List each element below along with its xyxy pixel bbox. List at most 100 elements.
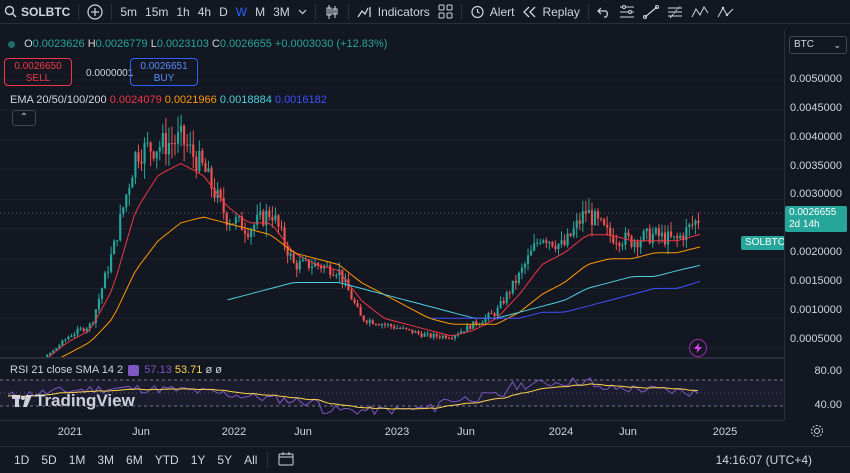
pane-separator[interactable] — [0, 357, 850, 359]
price-tick: 0.0005000 — [790, 333, 842, 345]
candles — [46, 114, 700, 357]
ema50-line — [60, 216, 701, 357]
range-1d[interactable]: 1D — [14, 453, 30, 467]
candle-body — [253, 224, 256, 230]
range-all[interactable]: All — [244, 453, 258, 467]
compare-button[interactable] — [83, 0, 107, 24]
candle-body — [523, 263, 527, 268]
candle-body — [213, 188, 216, 198]
settings-gear-icon[interactable] — [810, 424, 824, 441]
candle-body — [475, 321, 478, 325]
drawing-tool-4[interactable] — [713, 0, 739, 24]
interval-w[interactable]: W — [235, 4, 248, 19]
interval-d[interactable]: D — [219, 4, 228, 19]
symbol-search[interactable]: SOLBTC — [0, 0, 74, 24]
rsi-extra: ø ø — [205, 364, 222, 376]
candle-body — [335, 275, 338, 277]
drawing-tool-3[interactable] — [687, 0, 713, 24]
candle-body — [581, 211, 584, 224]
candle-body — [633, 241, 636, 247]
drawing-tool-2[interactable] — [663, 0, 687, 24]
divider — [111, 3, 113, 20]
candle-body — [186, 144, 189, 146]
candle-body — [554, 246, 557, 250]
time-tick: 2024 — [548, 426, 574, 438]
interval-4h[interactable]: 4h — [197, 4, 212, 19]
interval-dropdown[interactable] — [294, 0, 311, 24]
indicators-button[interactable]: Indicators — [353, 0, 434, 24]
candle-body — [386, 324, 390, 326]
interval-5m[interactable]: 5m — [120, 4, 138, 19]
candle-body — [219, 189, 222, 199]
range-6m[interactable]: 6M — [126, 453, 143, 467]
plus-circle-icon — [87, 3, 103, 20]
range-1y[interactable]: 1Y — [190, 453, 206, 467]
candle-body — [606, 224, 609, 228]
candle-body — [113, 240, 116, 255]
buy-button[interactable]: 0.0026651 BUY — [130, 58, 198, 86]
candle-body — [97, 298, 100, 310]
price-tick: 0.0050000 — [790, 73, 842, 85]
lightning-button[interactable] — [689, 339, 707, 357]
candle-body — [313, 263, 317, 267]
date-range-button[interactable] — [272, 451, 300, 469]
time-axis[interactable]: 2021 Jun 2022 Jun 2023 Jun 2024 Jun 2025 — [0, 420, 823, 442]
candle-body — [149, 142, 152, 152]
price-axis[interactable]: BTC ⌄ 0.0050000 0.0045000 0.0040000 0.00… — [784, 30, 850, 420]
status-dot — [8, 40, 15, 48]
rsi-label: RSI 21 close SMA 14 2 — [10, 364, 124, 376]
collapse-legend-button[interactable]: ⌃ — [12, 110, 36, 126]
candle-body — [596, 211, 600, 219]
settings-icon[interactable] — [128, 364, 140, 376]
tradingview-logo[interactable]: TradingView — [12, 391, 135, 412]
undo-button[interactable] — [593, 0, 615, 24]
rsi-chart — [0, 376, 784, 416]
chart-type-button[interactable] — [320, 0, 344, 24]
candle-body — [542, 240, 545, 243]
interval-1h[interactable]: 1h — [176, 4, 190, 19]
clock-timezone[interactable]: 14:16:07 (UTC+4) — [715, 453, 812, 467]
main-chart-pane[interactable]: O0.0023626 H0.0026779 L0.0023103 C0.0026… — [0, 30, 784, 357]
ema-label: EMA 20/50/100/200 — [10, 94, 107, 106]
candle-body — [560, 240, 563, 244]
templates-button[interactable] — [434, 0, 457, 24]
range-5d[interactable]: 5D — [41, 453, 57, 467]
price-tick: 0.0035000 — [790, 160, 842, 172]
candle-body — [694, 220, 697, 225]
currency-select[interactable]: BTC ⌄ — [789, 36, 847, 54]
candle-body — [435, 334, 438, 337]
candle-body — [536, 242, 539, 244]
replay-button[interactable]: Replay — [518, 0, 583, 24]
candle-body — [280, 226, 283, 228]
candle-body — [189, 144, 192, 146]
candle-body — [575, 220, 578, 229]
candle-body — [639, 240, 642, 248]
price-tick: 0.0040000 — [790, 131, 842, 143]
candle-body — [195, 156, 198, 172]
candle-body — [551, 241, 554, 247]
candle-body — [350, 290, 353, 300]
alert-button[interactable]: Alert — [466, 0, 519, 24]
candle-body — [563, 240, 566, 246]
interval-15m[interactable]: 15m — [145, 4, 169, 19]
drawing-tool-1[interactable] — [639, 0, 663, 24]
range-ytd[interactable]: YTD — [154, 453, 179, 467]
rsi-legend[interactable]: RSI 21 close SMA 14 2 57.13 53.71 ø ø — [10, 364, 222, 376]
candle-body — [615, 242, 618, 244]
range-1m[interactable]: 1M — [68, 453, 86, 467]
alarm-clock-icon — [470, 4, 485, 19]
ema-legend[interactable]: EMA 20/50/100/200 0.0024079 0.0021966 0.… — [10, 94, 327, 106]
rsi-pane[interactable]: RSI 21 close SMA 14 2 57.13 53.71 ø ø Tr… — [0, 360, 784, 418]
range-3m[interactable]: 3M — [97, 453, 115, 467]
time-tick: 2021 — [57, 426, 83, 438]
candle-body — [353, 299, 356, 303]
interval-m[interactable]: M — [255, 4, 266, 19]
sell-button[interactable]: 0.0026650 SELL — [4, 58, 72, 86]
candle-body — [679, 235, 682, 239]
interval-3m[interactable]: 3M — [273, 4, 290, 19]
range-5y[interactable]: 5Y — [217, 453, 233, 467]
candle-body — [359, 306, 362, 316]
candle-body — [146, 142, 149, 144]
layout-button[interactable] — [615, 0, 639, 24]
candle-body — [173, 143, 177, 145]
